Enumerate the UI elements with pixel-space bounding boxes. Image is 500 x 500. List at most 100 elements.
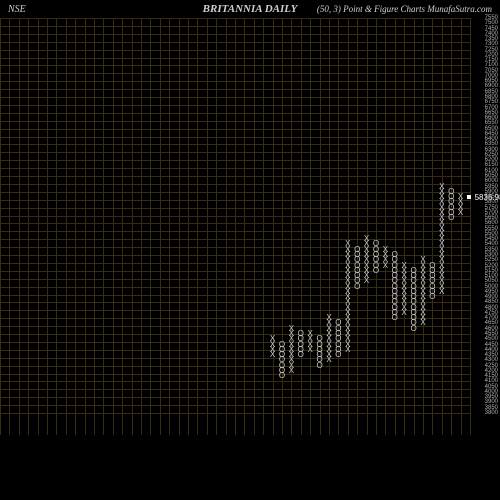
y-axis-label: 4700 — [485, 315, 498, 321]
y-axis-label: 6700 — [485, 105, 498, 111]
grid-line-v — [94, 413, 95, 435]
grid-line-v — [273, 413, 274, 435]
y-axis-label: 5150 — [485, 268, 498, 274]
y-axis-label: 7350 — [485, 36, 498, 42]
pnf-x-marker: X — [419, 256, 427, 264]
grid-line-v — [367, 413, 368, 435]
y-axis-label: 5750 — [485, 205, 498, 211]
y-axis-label: 7250 — [485, 47, 498, 53]
grid-line-v — [179, 18, 180, 413]
y-axis-label: 5950 — [485, 184, 498, 190]
grid-line-v — [122, 18, 123, 413]
grid-line-v — [216, 18, 217, 413]
y-axis-label: 7300 — [485, 41, 498, 47]
grid-line-v — [9, 18, 10, 413]
y-axis-label: 4400 — [485, 347, 498, 353]
grid-line-v — [132, 413, 133, 435]
y-axis-label: 5000 — [485, 284, 498, 290]
grid-line-v — [282, 413, 283, 435]
y-axis-label: 7050 — [485, 68, 498, 74]
y-axis-label: 4950 — [485, 289, 498, 295]
symbol-title: BRITANNIA DAILY — [203, 3, 298, 15]
y-axis-label: 4000 — [485, 389, 498, 395]
grid-line-v — [244, 18, 245, 413]
y-axis-label: 4650 — [485, 320, 498, 326]
grid-line-v — [404, 18, 405, 413]
y-axis-label: 5550 — [485, 226, 498, 232]
grid-line-v — [385, 18, 386, 413]
pnf-o-marker: O — [334, 319, 342, 327]
y-axis-label: 4550 — [485, 331, 498, 337]
grid-line-v — [188, 18, 189, 413]
y-axis-label: 4500 — [485, 336, 498, 342]
y-axis-label: 6500 — [485, 126, 498, 132]
grid-line-v — [141, 413, 142, 435]
y-axis-label: 4150 — [485, 373, 498, 379]
grid-line-v — [132, 18, 133, 413]
y-axis-label: 6250 — [485, 152, 498, 158]
y-axis-label: 6900 — [485, 83, 498, 89]
grid-line-v — [19, 18, 20, 413]
pnf-x-marker: X — [457, 193, 465, 201]
grid-line-v — [56, 413, 57, 435]
pnf-x-marker: X — [306, 330, 314, 338]
exchange-label: NSE — [8, 4, 26, 15]
grid-line-v — [357, 18, 358, 413]
pnf-x-marker: X — [381, 246, 389, 254]
y-axis-label: 5450 — [485, 236, 498, 242]
grid-line-v — [395, 413, 396, 435]
x-axis-area — [0, 413, 470, 435]
grid-line-v — [235, 413, 236, 435]
grid-line-v — [244, 413, 245, 435]
grid-line-v — [263, 413, 264, 435]
grid-line-v — [461, 413, 462, 435]
y-axis-label: 5300 — [485, 252, 498, 258]
grid-line-v — [75, 18, 76, 413]
grid-line-v — [310, 413, 311, 435]
grid-line-v — [263, 18, 264, 413]
grid-line-v — [197, 413, 198, 435]
y-axis-label: 4200 — [485, 368, 498, 374]
grid-line-v — [75, 413, 76, 435]
grid-line-v — [160, 413, 161, 435]
y-axis-label: 6650 — [485, 110, 498, 116]
grid-line-v — [376, 18, 377, 413]
grid-line-v — [451, 413, 452, 435]
grid-line-v — [28, 413, 29, 435]
y-axis-label: 5850 — [485, 194, 498, 200]
y-axis-label: 4350 — [485, 352, 498, 358]
grid-line-v — [169, 18, 170, 413]
y-axis-label: 6200 — [485, 157, 498, 163]
y-axis-label: 7150 — [485, 57, 498, 63]
y-axis-label: 7100 — [485, 62, 498, 68]
pnf-chart-area: XXXXOOOOOOOXXXXXXXXXOOOOOXXXXOOOOOOXXXXX… — [0, 18, 470, 413]
y-axis-label: 6600 — [485, 115, 498, 121]
pnf-o-marker: O — [297, 330, 305, 338]
y-axis-label: 5650 — [485, 215, 498, 221]
y-axis-label: 5100 — [485, 273, 498, 279]
grid-line-v — [207, 18, 208, 413]
y-axis-label: 6450 — [485, 131, 498, 137]
grid-line-v — [188, 413, 189, 435]
y-axis-label: 6400 — [485, 136, 498, 142]
grid-line-v — [338, 413, 339, 435]
y-axis-label: 4600 — [485, 326, 498, 332]
y-axis-label: 3950 — [485, 394, 498, 400]
y-axis-label: 5400 — [485, 241, 498, 247]
y-axis-label: 6950 — [485, 78, 498, 84]
y-axis-label: 6550 — [485, 120, 498, 126]
pnf-x-marker: X — [400, 262, 408, 270]
y-axis-label: 5700 — [485, 210, 498, 216]
grid-line-v — [56, 18, 57, 413]
grid-line-v — [385, 413, 386, 435]
grid-line-v — [122, 413, 123, 435]
pnf-o-marker: O — [447, 188, 455, 196]
y-axis-label: 4850 — [485, 299, 498, 305]
pnf-o-marker: O — [391, 251, 399, 259]
y-axis-label: 5050 — [485, 278, 498, 284]
grid-line-v — [38, 18, 39, 413]
grid-line-v — [291, 413, 292, 435]
grid-line-v — [113, 413, 114, 435]
grid-line-v — [216, 413, 217, 435]
pnf-o-marker: O — [372, 240, 380, 248]
